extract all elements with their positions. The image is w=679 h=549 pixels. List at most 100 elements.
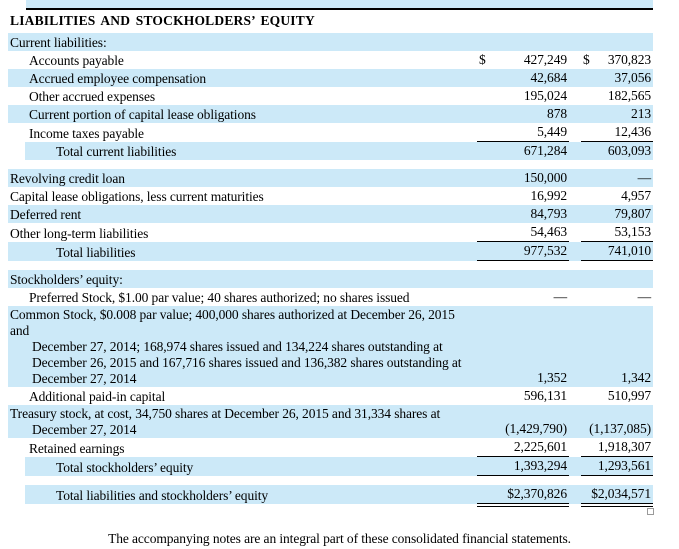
row-label: Total stockholders’ equity: [56, 460, 194, 475]
amount-col1-cell: 671,284: [477, 143, 569, 160]
amount-col1-cell: 977,532: [477, 243, 569, 261]
amount-value: —: [637, 289, 652, 304]
table-row: Current portion of capital lease obligat…: [8, 105, 653, 123]
row-label: Additional paid-in capital: [29, 389, 166, 404]
row-label: Income taxes payable: [29, 126, 144, 141]
amount-col2-cell: $2,034,571: [581, 486, 653, 507]
footer-note: The accompanying notes are an integral p…: [108, 531, 571, 546]
balance-sheet-table: Current liabilities: Accounts payable $427…: [0, 33, 679, 507]
amount-col1-cell: 5,449: [477, 124, 569, 142]
amount-value: 1,342: [621, 370, 651, 385]
table-row: Accounts payable $427,249 $370,823: [8, 51, 653, 69]
table-row: Preferred Stock, $1.00 par value; 40 sha…: [8, 288, 653, 306]
amount-value: 427,249: [523, 52, 567, 67]
amount-value: 1,393,294: [513, 458, 567, 473]
amount-col2-cell: —: [581, 289, 653, 306]
table-row: Retained earnings 2,225,601 1,918,307: [8, 438, 653, 457]
row-label: Capital lease obligations, less current …: [10, 189, 264, 204]
amount-col1-cell: 878: [477, 106, 569, 123]
amount-col1-cell: (1,429,790): [477, 421, 569, 438]
amount-col2-cell: 1,342: [581, 370, 653, 387]
amount-value: 671,284: [523, 143, 567, 158]
amount-col2-cell: 213: [581, 106, 653, 123]
amount-value: 741,010: [607, 243, 651, 258]
row-label: Deferred rent: [10, 207, 82, 222]
amount-value: 195,024: [523, 88, 567, 103]
row-label: Total liabilities and stockholders’ equi…: [56, 488, 269, 503]
amount-value: 79,807: [614, 206, 651, 221]
amount-col1-cell: 84,793: [477, 206, 569, 223]
amount-value: 2,225,601: [513, 439, 567, 454]
spacer-row: [0, 476, 679, 485]
currency-symbol: $: [583, 52, 590, 67]
row-label: Retained earnings: [29, 441, 125, 456]
row-label: Current liabilities:: [10, 35, 107, 50]
amount-col1-cell: $2,370,826: [477, 486, 569, 507]
row-label: Stockholders’ equity:: [10, 272, 123, 287]
previous-row-cutoff-band: [26, 0, 653, 10]
amount-col1-cell: 1,352: [477, 370, 569, 387]
page-anchor-marker: [647, 508, 654, 515]
row-label: Accrued employee compensation: [29, 71, 207, 86]
row-label: Common Stock, $0.008 par value; 400,000 …: [10, 307, 462, 386]
spacer-row: [0, 160, 679, 169]
amount-col2-cell: —: [581, 170, 653, 187]
amount-col2-cell: 53,153: [581, 224, 653, 242]
row-label: Current portion of capital lease obligat…: [29, 107, 256, 122]
amount-value: —: [637, 170, 652, 185]
amount-value: 5,449: [537, 124, 567, 139]
amount-value: 596,131: [523, 388, 567, 403]
table-row: Income taxes payable 5,449 12,436: [8, 123, 653, 142]
amount-col2-cell: 510,997: [581, 388, 653, 405]
amount-col1-cell: $427,249: [477, 52, 569, 69]
amount-value: 878: [547, 106, 567, 121]
row-label: Other long-term liabilities: [10, 226, 149, 241]
amount-col1-cell: —: [477, 289, 569, 306]
amount-value: $2,034,571: [591, 486, 651, 501]
amount-value: 42,684: [530, 70, 567, 85]
amount-value: 370,823: [607, 52, 651, 67]
table-row: Other accrued expenses 195,024 182,565: [8, 87, 653, 105]
row-label: Treasury stock, at cost, 34,750 shares a…: [10, 406, 441, 437]
amount-value: 84,793: [530, 206, 567, 221]
anchor-row: [0, 508, 654, 515]
amount-value: 213: [631, 106, 651, 121]
amount-col1-cell: 2,225,601: [477, 439, 569, 457]
amount-col2-cell: 37,056: [581, 70, 653, 87]
amount-value: 150,000: [523, 170, 567, 185]
amount-value: —: [553, 289, 568, 304]
amount-col2-cell: 1,293,561: [581, 458, 653, 476]
amount-col2-cell: 741,010: [581, 243, 653, 261]
table-row: Accrued employee compensation 42,684 37,05…: [8, 69, 653, 87]
row-label: Preferred Stock, $1.00 par value; 40 sha…: [29, 290, 410, 305]
amount-col2-cell: 182,565: [581, 88, 653, 105]
amount-col1-cell: 16,992: [477, 188, 569, 205]
amount-value: $2,370,826: [507, 486, 567, 501]
row-label: Revolving credit loan: [10, 171, 125, 186]
table-row: Current liabilities:: [8, 33, 653, 51]
table-row: Common Stock, $0.008 par value; 400,000 …: [8, 306, 653, 387]
amount-value: 510,997: [607, 388, 651, 403]
amount-col2-cell: (1,137,085): [581, 421, 653, 438]
amount-col2-cell: 4,957: [581, 188, 653, 205]
table-row: Deferred rent 84,793 79,807: [8, 205, 653, 223]
amount-value: 977,532: [523, 243, 567, 258]
table-row: Treasury stock, at cost, 34,750 shares a…: [8, 405, 653, 438]
amount-value: (1,429,790): [505, 421, 567, 436]
amount-col2-cell: 1,918,307: [581, 439, 653, 457]
table-row: Total current liabilities 671,284 603,093: [25, 142, 653, 160]
table-row: Total liabilities and stockholders’ equi…: [25, 485, 653, 507]
amount-value: 182,565: [607, 88, 651, 103]
amount-value: 1,918,307: [597, 439, 651, 454]
row-label: Total current liabilities: [56, 144, 177, 159]
amount-value: 54,463: [530, 224, 567, 239]
amount-col2-cell: 603,093: [581, 143, 653, 160]
table-row: Additional paid-in capital 596,131 510,997: [8, 387, 653, 405]
table-row: Stockholders’ equity:: [8, 270, 653, 288]
amount-col1-cell: 195,024: [477, 88, 569, 105]
amount-col1-cell: 150,000: [477, 170, 569, 187]
amount-value: 37,056: [614, 70, 651, 85]
row-label: Other accrued expenses: [29, 89, 155, 104]
amount-value: (1,137,085): [589, 421, 651, 436]
amount-col2-cell: 79,807: [581, 206, 653, 223]
